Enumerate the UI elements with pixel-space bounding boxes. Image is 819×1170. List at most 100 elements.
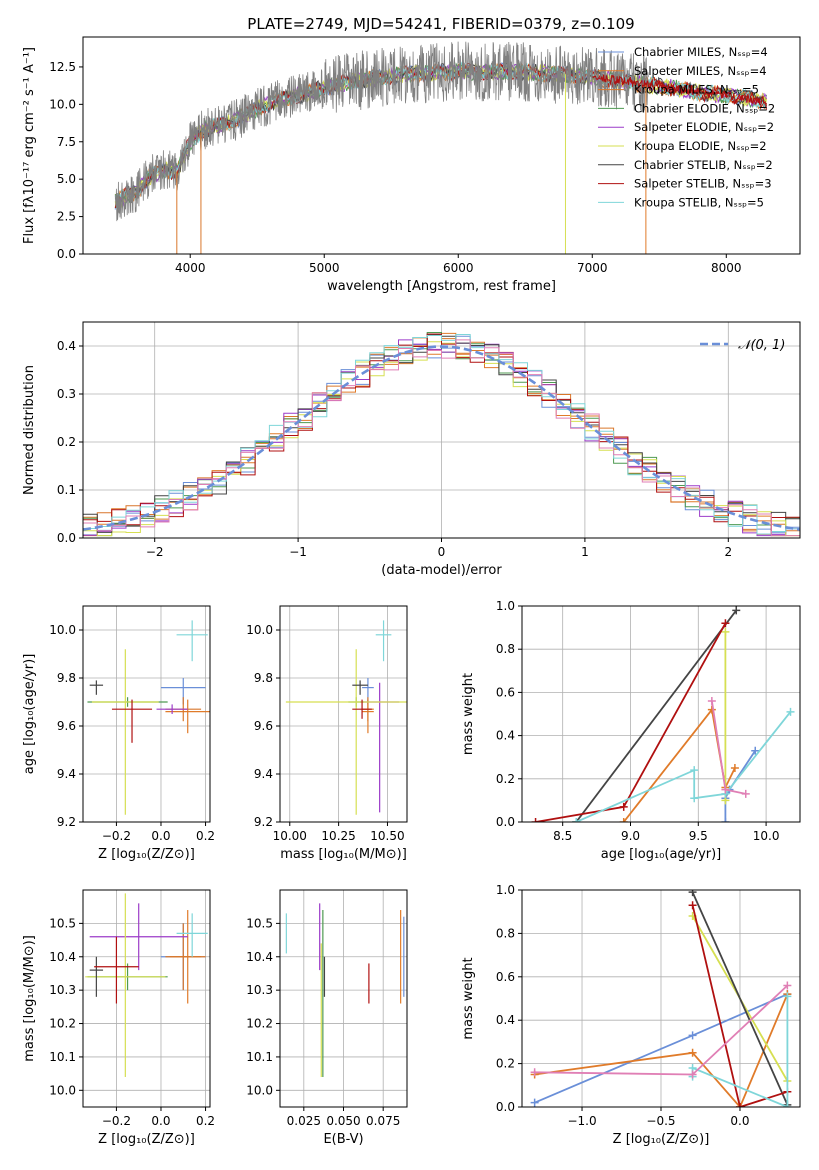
- y-tick-label: 0.3: [57, 387, 76, 401]
- y-tick-label: 10.1: [49, 1050, 76, 1064]
- mass-weight-marker: [688, 1048, 697, 1057]
- y-tick-label: 0.4: [496, 729, 515, 743]
- y-tick-label: 0.2: [496, 772, 515, 786]
- y-tick-label: 0.0: [57, 247, 76, 261]
- y-tick-label: 10.3: [49, 983, 76, 997]
- mass-weight-series-line: [622, 707, 736, 822]
- x-tick-label: −0.2: [102, 829, 131, 843]
- y-axis-label: Flux [fλ10⁻¹⁷ erg cm⁻² s⁻¹ A⁻¹]: [22, 47, 37, 244]
- mass-weight-marker: [572, 818, 581, 822]
- mass-weight-marker: [688, 1070, 697, 1079]
- mass-weight-marker: [619, 802, 628, 811]
- y-tick-label: 10.5: [49, 916, 76, 930]
- x-axis-label: Z [log₁₀(Z/Z⊙)]: [98, 847, 195, 862]
- weight-vs-Z-frame: [521, 889, 801, 1108]
- y-tick-label: 0.4: [57, 339, 76, 353]
- x-tick-label: 0: [438, 545, 446, 559]
- legend-entry-label: Kroupa STELIB, Nₛₛₚ=5: [634, 195, 764, 209]
- mass-weight-marker: [530, 1098, 539, 1107]
- histogram-step-line: [83, 339, 800, 537]
- mass-weight-marker: [690, 794, 699, 803]
- y-tick-label: 7.5: [57, 135, 76, 149]
- age-vs-Z-panel: −0.2 0.0 0.2 9.2 9.4 9.6 9.8 10.0 Z [log₁₀(Z/Z⊙)…: [22, 605, 215, 862]
- x-axis-label: E(B-V): [323, 1132, 363, 1147]
- y-tick-label: 1.0: [496, 883, 515, 897]
- mass-weight-series-line: [575, 609, 738, 822]
- legend-entry-label: Salpeter MILES, Nₛₛₚ=4: [634, 64, 767, 78]
- x-tick-label: 0.025: [287, 1114, 321, 1128]
- x-tick-label: 9.5: [689, 829, 708, 843]
- mass-weight-marker: [751, 746, 760, 755]
- y-tick-label: 9.8: [254, 671, 273, 685]
- histogram-step-line: [83, 334, 800, 535]
- mass-weight-marker: [690, 766, 699, 775]
- mass-vs-EBV-panel: 0.025 0.050 0.075 10.0 10.1 10.2 10.3 10.4 10.5 E…: [246, 889, 408, 1147]
- mass-weight-marker: [688, 901, 697, 910]
- y-tick-label: 0.0: [57, 531, 76, 545]
- legend-entry-label: Chabrier MILES, Nₛₛₚ=4: [634, 45, 768, 59]
- x-axis-label: (data-model)/error: [381, 563, 502, 578]
- x-tick-label: 8.5: [553, 829, 572, 843]
- x-tick-label: 10.25: [321, 829, 355, 843]
- y-tick-label: 0.1: [57, 483, 76, 497]
- mass-weight-marker: [688, 890, 697, 897]
- x-axis-label: wavelength [Angstrom, rest frame]: [327, 279, 556, 294]
- x-axis-label: Z [log₁₀(Z/Z⊙)]: [613, 1132, 710, 1147]
- weight-vs-Z-panel: −1.0 −0.5 0.0 0.0 0.2 0.4 0.6 0.8 1.0 Z [log₁₀(Z/…: [461, 883, 801, 1147]
- mass-weight-marker: [530, 1068, 539, 1077]
- x-tick-label: −2: [146, 545, 164, 559]
- legend-entry-label: Salpeter STELIB, Nₛₛₚ=3: [634, 177, 772, 191]
- x-tick-label: 10.00: [273, 829, 307, 843]
- model-spectrum-line: [592, 74, 767, 106]
- legend-entry-label: Kroupa ELODIE, Nₛₛₚ=2: [634, 139, 767, 153]
- x-tick-label: 0.2: [196, 829, 215, 843]
- y-tick-label: 10.4: [246, 950, 273, 964]
- weight-vs-Z-plot-area: [522, 890, 800, 1107]
- weight-vs-age-panel: 8.5 9.0 9.5 10.0 0.0 0.2 0.4 0.6 0.8 1.0 age [log₁…: [461, 599, 801, 862]
- spectrum-frame: [82, 36, 801, 255]
- x-tick-label: 0.0: [730, 1114, 749, 1128]
- x-tick-label: −0.2: [102, 1114, 131, 1128]
- x-tick-label: −0.5: [646, 1114, 675, 1128]
- x-tick-label: 2: [724, 545, 732, 559]
- x-tick-label: 8000: [711, 261, 742, 275]
- x-tick-label: 10.50: [370, 829, 404, 843]
- y-tick-label: 10.2: [49, 1017, 76, 1031]
- y-axis-label: age [log₁₀(age/yr)]: [22, 654, 37, 775]
- y-tick-label: 10.0: [49, 1083, 76, 1097]
- y-tick-label: 0.4: [496, 1013, 515, 1027]
- spectrum-plot-area: [114, 41, 767, 254]
- y-tick-label: 9.8: [57, 671, 76, 685]
- figure-title: PLATE=2749, MJD=54241, FIBERID=0379, z=0…: [247, 15, 634, 33]
- mass-weight-series-line: [691, 904, 788, 1107]
- y-tick-label: 10.4: [49, 950, 76, 964]
- y-tick-label: 10.0: [49, 623, 76, 637]
- x-tick-label: 0.0: [151, 1114, 170, 1128]
- mass-weight-marker: [721, 627, 730, 636]
- y-axis-label: mass weight: [461, 957, 476, 1039]
- mass-vs-Z-frame: [82, 889, 211, 1108]
- x-axis-label: Z [log₁₀(Z/Z⊙)]: [98, 1132, 195, 1147]
- y-axis-label: Normed distribution: [22, 365, 37, 495]
- legend-entry-label: Chabrier STELIB, Nₛₛₚ=2: [634, 158, 773, 172]
- x-tick-label: 6000: [443, 261, 474, 275]
- mass-vs-Z-plot-area: [83, 890, 210, 1107]
- y-tick-label: 10.5: [246, 916, 273, 930]
- y-tick-label: 12.5: [49, 60, 76, 74]
- spectrum-panel: 4000 5000 6000 7000 8000 0.0 2.5 5.0 7.5 10.0 12.5…: [22, 36, 801, 294]
- x-tick-label: 0.050: [326, 1114, 360, 1128]
- y-tick-label: 10.1: [246, 1050, 273, 1064]
- x-axis-label: mass [log₁₀(M/M⊙)]: [280, 847, 407, 862]
- y-tick-label: 10.0: [49, 97, 76, 111]
- y-tick-label: 0.2: [496, 1057, 515, 1071]
- weight-vs-age-frame: [521, 605, 801, 823]
- x-tick-label: 7000: [577, 261, 608, 275]
- y-tick-label: 9.6: [57, 719, 76, 733]
- y-tick-label: 0.0: [496, 815, 515, 829]
- y-tick-label: 9.4: [57, 767, 76, 781]
- x-tick-label: 9.0: [621, 829, 640, 843]
- weight-vs-age-plot-area: [522, 606, 800, 822]
- mass-weight-series-line: [575, 711, 792, 822]
- x-tick-label: 10.0: [753, 829, 780, 843]
- mass-vs-EBV-frame: [279, 889, 408, 1108]
